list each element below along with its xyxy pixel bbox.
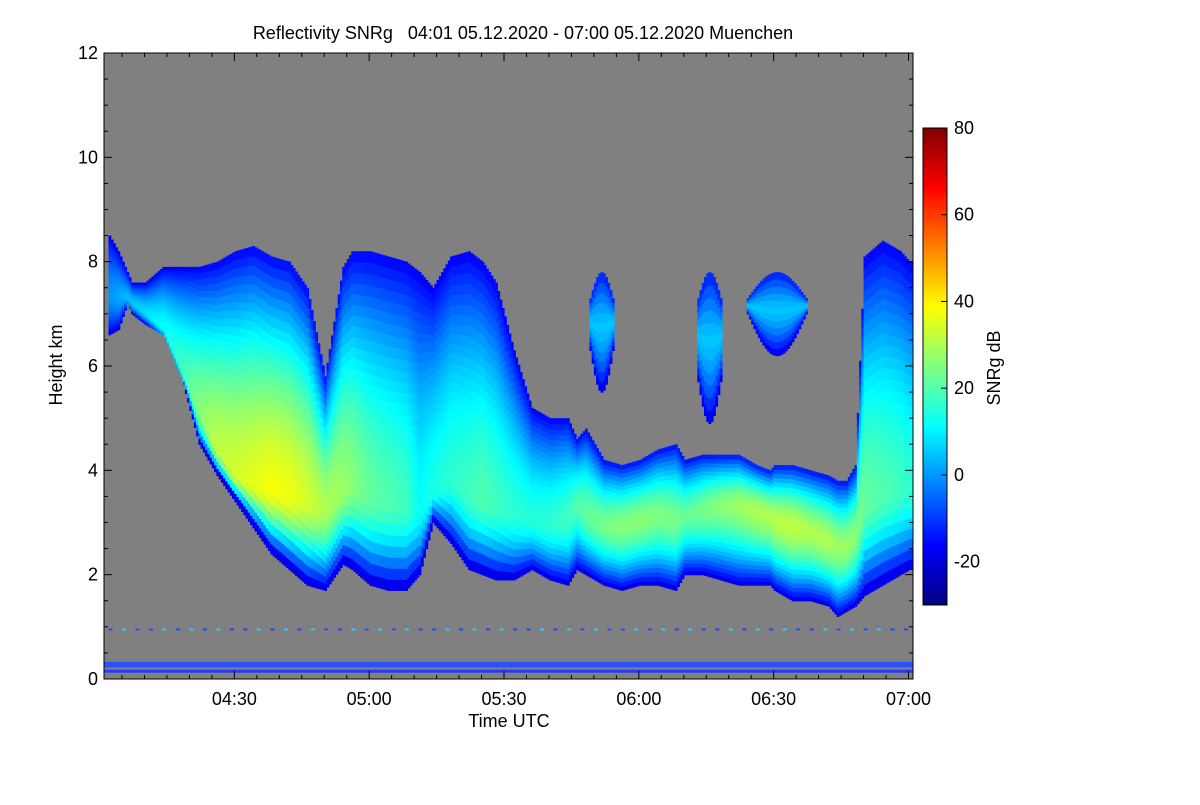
heatmap-cell (124, 267, 127, 269)
chart-title: Reflectivity SNRg 04:01 05.12.2020 - 07:… (253, 23, 793, 43)
heatmap-cell (126, 272, 129, 274)
heatmap-cell (306, 288, 309, 299)
heatmap-cell (311, 310, 314, 320)
heatmap-cell (430, 523, 433, 532)
heatmap-cell (317, 343, 320, 352)
heatmap-cell (120, 256, 123, 259)
heatmap-cell (423, 548, 426, 558)
heatmap-cell (117, 251, 120, 254)
heatmap-cell (108, 236, 111, 240)
heatmap-cell (322, 365, 325, 373)
heatmap-cell (115, 247, 118, 250)
heatmap-cell (320, 354, 323, 362)
heatmap-cell (113, 243, 116, 247)
heatmap-cell (428, 531, 431, 540)
heatmap-cell (129, 277, 132, 279)
heatmap-cell (111, 240, 114, 244)
heatmap-cell (425, 540, 428, 550)
heatmap-cell (313, 321, 316, 330)
heatmap-cell (315, 332, 318, 341)
heatmap-cell (122, 262, 125, 264)
heatmap-cell (309, 299, 312, 309)
